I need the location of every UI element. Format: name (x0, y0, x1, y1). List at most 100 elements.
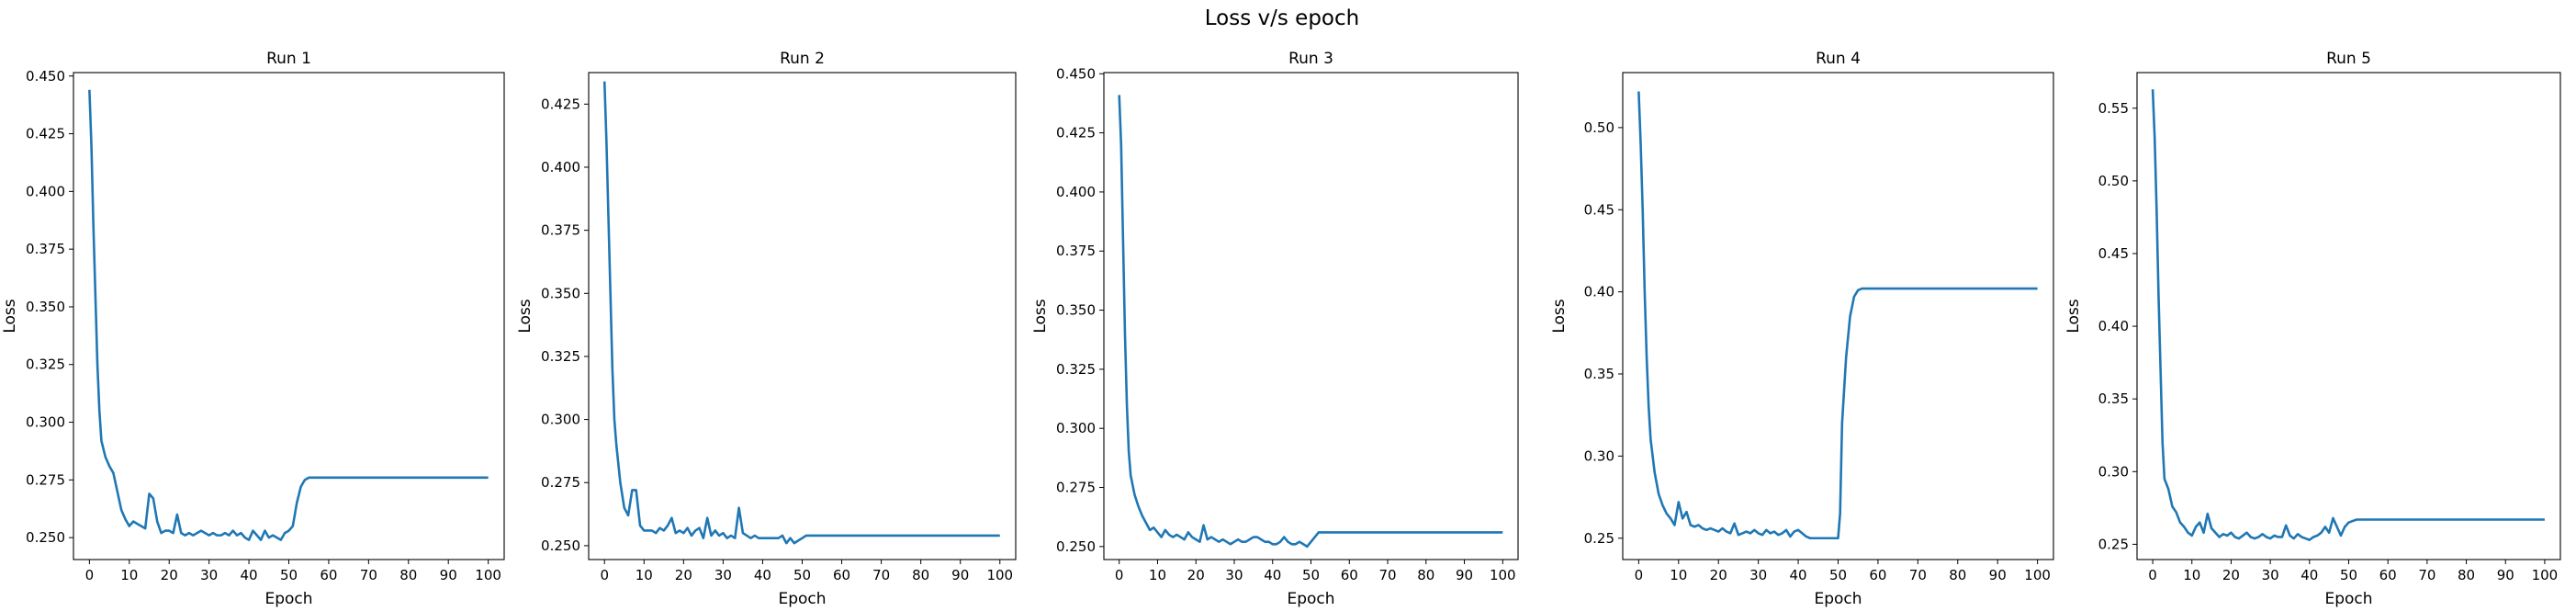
y-axis-label: Loss (1031, 299, 1050, 333)
y-tick-label: 0.30 (1584, 447, 1614, 464)
x-axis-label: Epoch (1287, 590, 1334, 608)
x-tick-label: 0 (2148, 567, 2157, 583)
subplot-title: Run 1 (266, 50, 311, 68)
x-tick-label: 90 (2497, 567, 2514, 583)
y-tick-label: 0.350 (541, 285, 580, 301)
y-tick-label: 0.425 (541, 96, 580, 112)
x-tick-label: 80 (1417, 567, 1434, 583)
subplot-panels: Run 10 10 20 30 40 50 60 70 80 90 1000.2500.2750.3… (1, 50, 2561, 608)
x-tick-label: 80 (2458, 567, 2475, 583)
loss-line (1118, 95, 1503, 549)
x-tick-label: 10 (636, 567, 653, 583)
x-axis-label: Epoch (778, 590, 826, 608)
x-tick-label: 0 (1115, 567, 1124, 583)
y-tick-label: 0.375 (1056, 243, 1096, 259)
loss-line (602, 81, 1000, 545)
y-tick-label: 0.35 (1584, 366, 1614, 382)
y-tick-label: 0.300 (26, 414, 65, 431)
x-tick-label: 40 (2300, 567, 2318, 583)
subplot-title: Run 5 (2326, 50, 2371, 68)
x-tick-label: 90 (440, 567, 457, 583)
y-tick-label: 0.350 (26, 299, 65, 315)
x-tick-label: 100 (2024, 567, 2051, 583)
x-tick-label: 20 (1187, 567, 1205, 583)
x-tick-label: 100 (2532, 567, 2559, 583)
y-axis-label: Loss (1550, 299, 1569, 333)
x-tick-label: 70 (1378, 567, 1396, 583)
figure-suptitle: Loss v/s epoch (1205, 6, 1359, 30)
x-tick-label: 20 (1710, 567, 1727, 583)
subplot-run-2: Run 2 0 10 20 30 40 50 60 70 80 90 100 0.250 0.275 0.3… (516, 50, 1017, 608)
x-tick-label: 60 (1869, 567, 1886, 583)
subplot-run-4: Run 4 0 10 20 30 40 50 60 70 80 90 100 0.25 0.30 0.35 0… (1550, 50, 2054, 608)
x-tick-label: 70 (1909, 567, 1927, 583)
y-tick-label: 0.55 (2098, 100, 2129, 117)
y-tick-label: 0.25 (2098, 536, 2129, 552)
x-tick-label: 80 (1949, 567, 1966, 583)
loss-line (1637, 91, 2038, 540)
y-axis-label: Loss (2064, 299, 2083, 333)
x-tick-label: 0 (600, 567, 609, 583)
y-tick-label: 0.50 (2098, 173, 2129, 189)
x-tick-label: 70 (360, 567, 377, 583)
y-tick-label: 0.450 (1056, 65, 1096, 82)
x-tick-label: 100 (475, 567, 501, 583)
y-tick-label: 0.40 (1584, 284, 1614, 300)
y-tick-label: 0.25 (1584, 530, 1614, 547)
x-tick-label: 40 (1264, 567, 1281, 583)
subplot-run-5: Run 5 0 10 20 30 40 50 60 70 80 90 100 0.25 0.30 0.35 0… (2064, 50, 2561, 608)
y-tick-label: 0.350 (1056, 302, 1096, 319)
subplot-run-3: Run 3 0 10 20 30 40 50 60 70 80 90 100 0.250 0.275 0.3… (1031, 50, 1519, 608)
x-tick-label: 30 (1749, 567, 1767, 583)
x-tick-label: 90 (1456, 567, 1473, 583)
loss-line (88, 89, 489, 541)
x-tick-label: 20 (2222, 567, 2240, 583)
y-tick-label: 0.400 (1056, 184, 1096, 200)
y-tick-label: 0.250 (26, 529, 65, 546)
y-tick-label: 0.375 (541, 222, 580, 239)
y-tick-label: 0.425 (1056, 125, 1096, 141)
y-tick-label: 0.325 (541, 348, 580, 365)
y-axis-label: Loss (516, 299, 534, 333)
subplot-title: Run 2 (780, 50, 825, 68)
y-tick-label: 0.450 (26, 68, 65, 85)
x-tick-label: 80 (399, 567, 417, 583)
x-tick-label: 60 (2379, 567, 2397, 583)
y-axis-label: Loss (1, 299, 19, 333)
y-tick-label: 0.300 (1056, 420, 1096, 436)
x-tick-label: 10 (120, 567, 138, 583)
y-tick-label: 0.30 (2098, 463, 2129, 480)
x-tick-label: 100 (986, 567, 1013, 583)
x-tick-label: 50 (1302, 567, 1320, 583)
loss-line (2151, 89, 2545, 541)
y-tick-label: 0.250 (1056, 538, 1096, 555)
x-tick-label: 80 (912, 567, 929, 583)
x-tick-label: 90 (951, 567, 969, 583)
y-tick-label: 0.45 (2098, 245, 2129, 262)
y-tick-label: 0.40 (2098, 318, 2129, 334)
x-tick-label: 60 (1341, 567, 1358, 583)
x-tick-label: 20 (161, 567, 178, 583)
x-tick-label: 0 (1635, 567, 1644, 583)
y-tick-label: 0.275 (26, 471, 65, 488)
x-tick-label: 70 (872, 567, 890, 583)
x-tick-label: 30 (714, 567, 732, 583)
y-tick-label: 0.400 (541, 159, 580, 175)
x-tick-label: 10 (2183, 567, 2200, 583)
x-tick-label: 20 (675, 567, 692, 583)
y-tick-label: 0.325 (1056, 361, 1096, 378)
y-tick-label: 0.250 (541, 537, 580, 554)
y-tick-label: 0.325 (26, 356, 65, 373)
y-tick-label: 0.425 (26, 126, 65, 142)
y-tick-label: 0.45 (1584, 201, 1614, 218)
x-tick-label: 50 (280, 567, 298, 583)
x-tick-label: 50 (2340, 567, 2357, 583)
y-tick-label: 0.375 (26, 241, 65, 257)
x-tick-label: 40 (241, 567, 258, 583)
x-tick-label: 100 (1490, 567, 1516, 583)
y-tick-label: 0.275 (1056, 480, 1096, 496)
x-tick-label: 40 (754, 567, 771, 583)
y-tick-label: 0.400 (26, 183, 65, 199)
x-axis-label: Epoch (2324, 590, 2372, 608)
